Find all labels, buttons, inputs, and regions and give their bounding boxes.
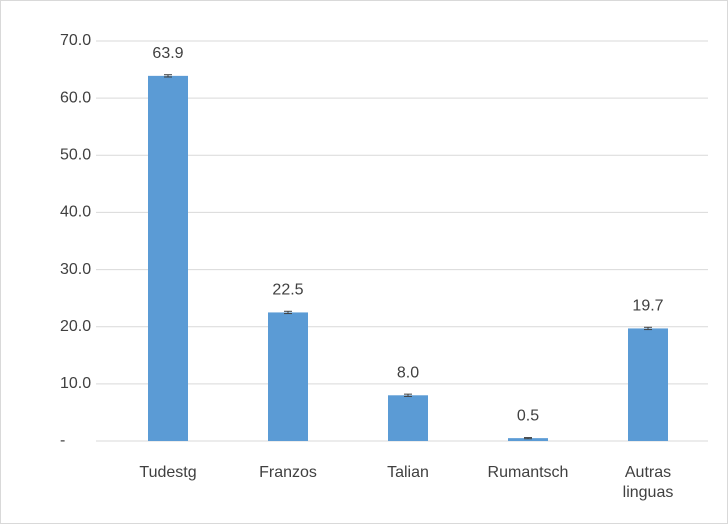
bar: [508, 438, 548, 441]
bar: [148, 75, 188, 441]
data-label: 63.9: [152, 45, 183, 62]
y-tick-label: 70.0: [60, 32, 91, 49]
y-tick-label: 60.0: [60, 89, 91, 106]
bar: [268, 312, 308, 441]
data-label: 19.7: [632, 298, 663, 315]
x-tick-label: Franzos: [259, 464, 317, 481]
x-tick-label: Rumantsch: [487, 464, 569, 481]
y-tick-label: -: [60, 432, 65, 449]
data-label: 8.0: [397, 365, 419, 382]
y-tick-label: 40.0: [60, 204, 91, 221]
bar: [628, 328, 668, 441]
data-label: 22.5: [272, 282, 303, 299]
y-tick-label: 30.0: [60, 261, 91, 278]
bar: [388, 395, 428, 441]
x-tick-label: Tudestg: [139, 464, 197, 481]
data-label: 0.5: [517, 407, 539, 424]
y-tick-label: 10.0: [60, 375, 91, 392]
x-tick-label: Talian: [387, 464, 429, 481]
x-tick-label: Autras linguas: [622, 464, 674, 501]
y-tick-label: 50.0: [60, 147, 91, 164]
y-tick-label: 20.0: [60, 318, 91, 335]
